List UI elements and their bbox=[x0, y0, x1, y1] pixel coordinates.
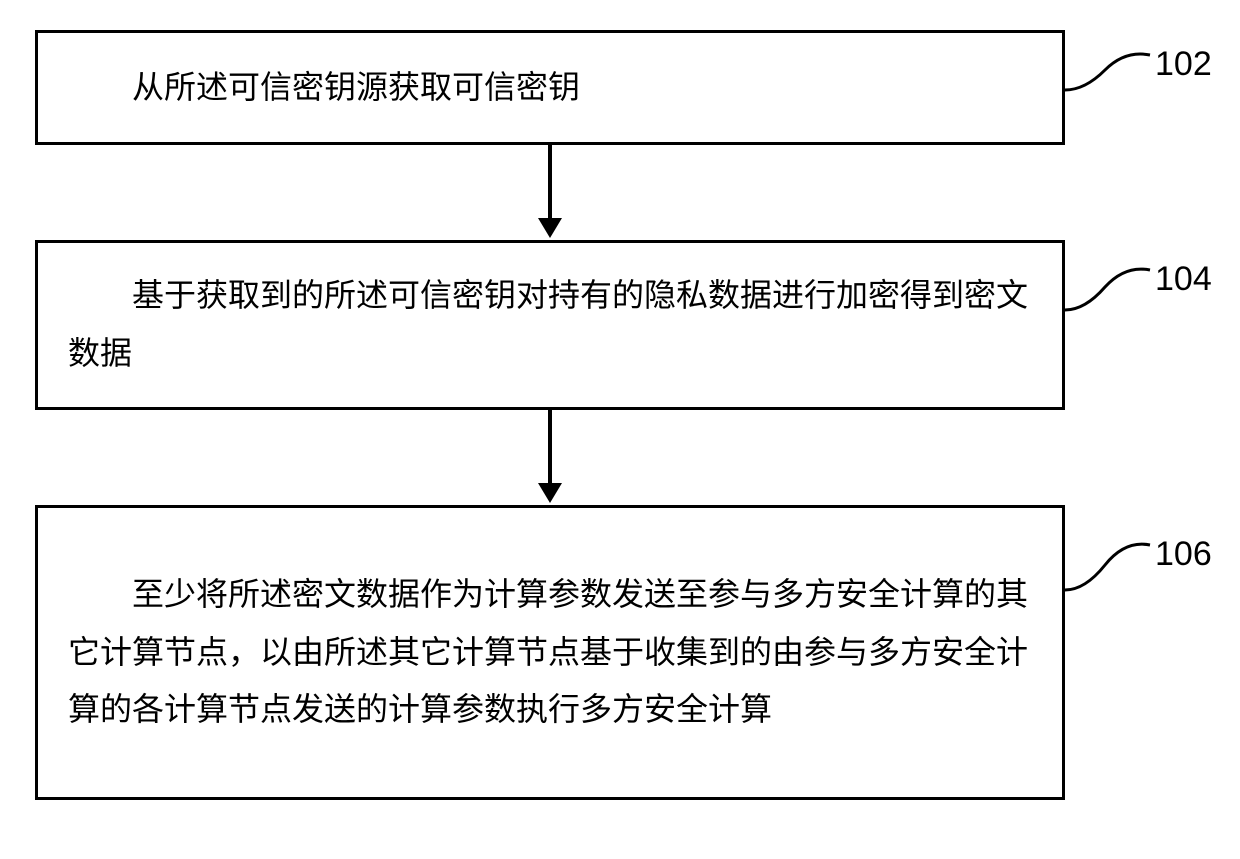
connector-2-3 bbox=[548, 410, 552, 485]
step-label-1: 102 bbox=[1155, 45, 1212, 84]
arrow-1-2 bbox=[538, 218, 562, 238]
step-label-3: 106 bbox=[1155, 535, 1212, 574]
step-box-2: 基于获取到的所述可信密钥对持有的隐私数据进行加密得到密文数据 bbox=[35, 240, 1065, 410]
step-text-2: 基于获取到的所述可信密钥对持有的隐私数据进行加密得到密文数据 bbox=[68, 267, 1032, 382]
step-text-1: 从所述可信密钥源获取可信密钥 bbox=[68, 59, 580, 117]
step-label-2: 104 bbox=[1155, 260, 1212, 299]
step-box-3: 至少将所述密文数据作为计算参数发送至参与多方安全计算的其它计算节点，以由所述其它… bbox=[35, 505, 1065, 800]
connector-1-2 bbox=[548, 145, 552, 220]
step-text-3: 至少将所述密文数据作为计算参数发送至参与多方安全计算的其它计算节点，以由所述其它… bbox=[68, 566, 1032, 739]
label-curve-2 bbox=[1065, 255, 1165, 325]
step-box-1: 从所述可信密钥源获取可信密钥 bbox=[35, 30, 1065, 145]
label-curve-1 bbox=[1065, 40, 1165, 110]
arrow-2-3 bbox=[538, 483, 562, 503]
label-curve-3 bbox=[1065, 530, 1165, 605]
flowchart-container: 从所述可信密钥源获取可信密钥 基于获取到的所述可信密钥对持有的隐私数据进行加密得… bbox=[0, 0, 1240, 859]
